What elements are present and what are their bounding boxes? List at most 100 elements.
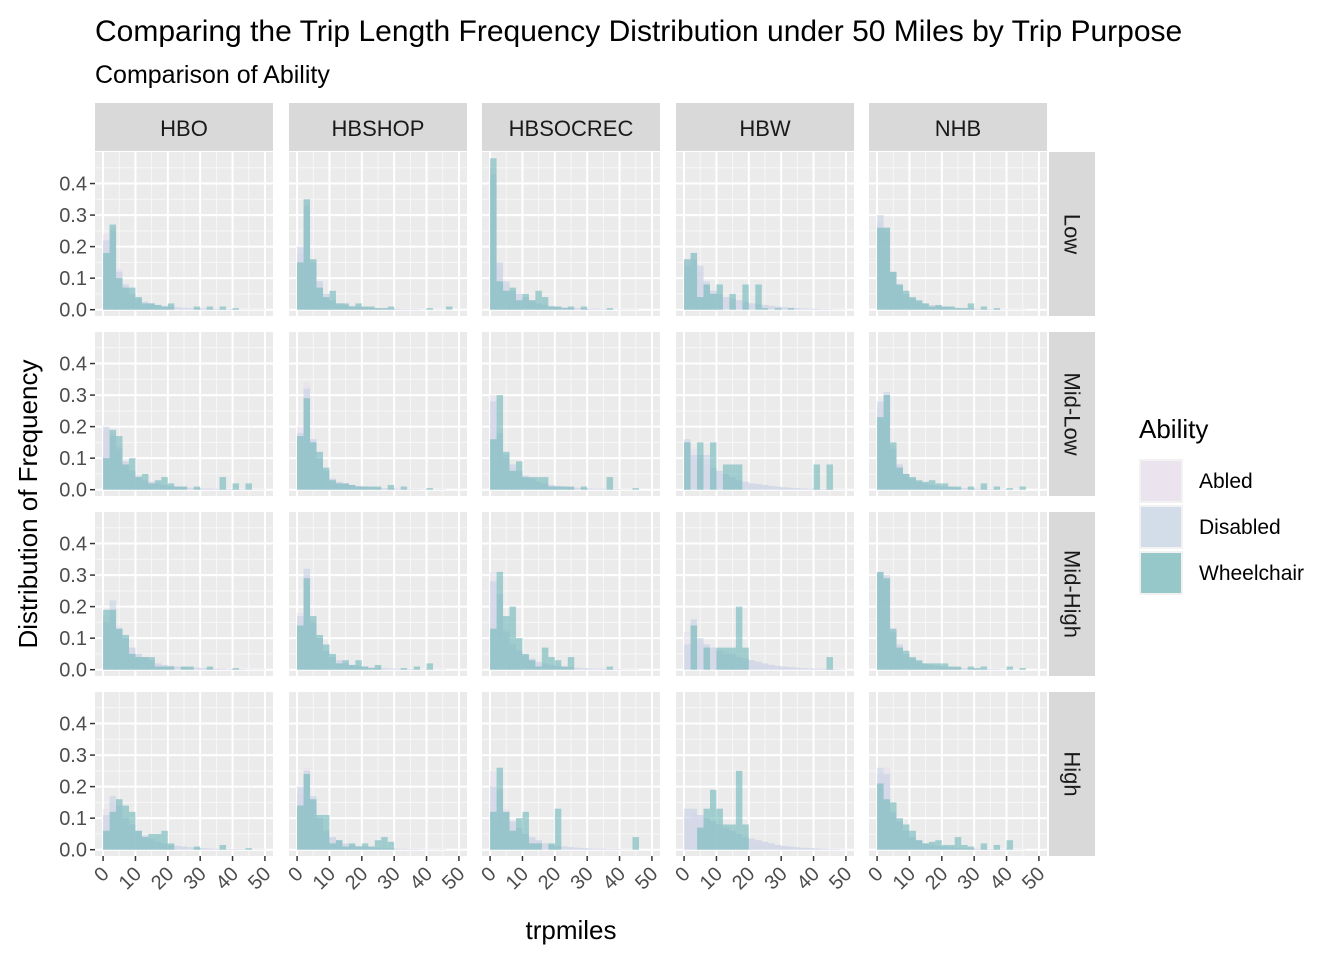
- bar-wheelchair: [709, 293, 717, 310]
- bar-wheelchair: [554, 306, 562, 310]
- bar-wheelchair: [890, 802, 897, 850]
- bar-disabled: [613, 849, 620, 850]
- bar-wheelchair: [122, 805, 129, 850]
- bar-wheelchair: [368, 486, 375, 490]
- bar-wheelchair: [348, 306, 356, 310]
- bar-wheelchair: [580, 486, 588, 490]
- bar-wheelchair: [109, 429, 117, 490]
- y-tick-label: 0.1: [59, 628, 87, 650]
- bar-wheelchair: [303, 774, 311, 850]
- legend-swatch-abled: [1141, 461, 1181, 501]
- bar-disabled: [761, 484, 769, 490]
- bar-disabled: [690, 808, 698, 850]
- bar-wheelchair: [154, 666, 162, 670]
- bar-wheelchair: [967, 666, 975, 670]
- bar-wheelchair: [387, 306, 395, 310]
- bar-wheelchair: [116, 436, 123, 490]
- bar-disabled: [800, 847, 808, 850]
- x-tick-label: 10: [309, 863, 340, 894]
- bar-disabled: [781, 487, 788, 490]
- bar-wheelchair: [297, 262, 304, 310]
- bar-wheelchair: [742, 824, 749, 850]
- bar-wheelchair: [180, 666, 188, 670]
- bar-wheelchair: [316, 287, 323, 310]
- bar-wheelchair: [297, 805, 304, 850]
- bar-wheelchair: [400, 486, 408, 490]
- bar-wheelchair: [322, 467, 330, 490]
- bar-disabled: [587, 488, 594, 490]
- bar-wheelchair: [335, 303, 343, 310]
- bar-wheelchair: [935, 663, 942, 670]
- bar-disabled: [742, 481, 749, 490]
- bar-disabled: [974, 308, 981, 310]
- bar-disabled: [413, 489, 421, 490]
- bar-wheelchair: [180, 486, 188, 490]
- facet-strip-low: [1049, 152, 1095, 316]
- bar-disabled: [761, 663, 769, 670]
- bar-wheelchair: [941, 844, 949, 850]
- bar-disabled: [800, 488, 808, 490]
- bar-wheelchair: [322, 815, 330, 850]
- bar-wheelchair: [548, 486, 555, 490]
- x-tick-label: 30: [179, 863, 210, 894]
- y-tick-label: 0.1: [59, 448, 87, 470]
- bar-disabled: [226, 309, 233, 310]
- bar-disabled: [748, 838, 756, 850]
- bar-disabled: [407, 849, 414, 850]
- x-tick-label: 10: [502, 863, 533, 894]
- bar-wheelchair: [561, 666, 568, 670]
- bar-wheelchair: [528, 843, 536, 850]
- bar-disabled: [813, 668, 821, 670]
- bar-disabled: [684, 644, 691, 670]
- bar-disabled: [807, 308, 814, 310]
- bar-disabled: [787, 487, 795, 490]
- bar-wheelchair: [890, 271, 897, 310]
- bar-wheelchair: [310, 259, 317, 310]
- x-tick-label: 30: [373, 863, 404, 894]
- bar-wheelchair: [490, 811, 497, 850]
- bar-disabled: [239, 489, 246, 490]
- bar-wheelchair: [561, 486, 568, 490]
- bar-wheelchair: [193, 306, 201, 310]
- bar-disabled: [974, 488, 981, 490]
- bar-disabled: [697, 638, 704, 670]
- bar-disabled: [781, 666, 788, 670]
- bar-wheelchair: [697, 442, 704, 490]
- bar-disabled: [213, 668, 220, 670]
- bar-disabled: [394, 488, 401, 490]
- x-axis-label: trpmiles: [525, 915, 616, 945]
- bar-wheelchair: [902, 824, 910, 850]
- bar-wheelchair: [348, 484, 356, 490]
- bar-wheelchair: [883, 578, 891, 670]
- bar-wheelchair: [709, 789, 717, 850]
- bar-disabled: [381, 488, 388, 490]
- bar-wheelchair: [316, 635, 323, 670]
- facet-strip-high: [1049, 692, 1095, 856]
- bar-wheelchair: [941, 306, 949, 310]
- bar-wheelchair: [729, 647, 736, 670]
- bar-disabled: [993, 669, 1001, 670]
- bar-wheelchair: [509, 606, 516, 670]
- bar-disabled: [200, 308, 207, 310]
- bar-wheelchair: [922, 303, 929, 310]
- legend: Ability Abled Disabled Wheelchair: [1139, 414, 1304, 595]
- bar-wheelchair: [722, 647, 730, 670]
- bar-wheelchair: [967, 303, 975, 310]
- bar-wheelchair: [941, 663, 949, 670]
- bar-wheelchair: [374, 840, 382, 850]
- bar-disabled: [826, 849, 833, 850]
- bar-wheelchair: [503, 811, 510, 850]
- bar-disabled: [593, 488, 601, 490]
- bar-wheelchair: [902, 473, 910, 490]
- bar-disabled: [774, 665, 782, 670]
- bar-wheelchair: [1019, 486, 1026, 490]
- bar-wheelchair: [355, 846, 362, 850]
- bar-wheelchair: [774, 308, 782, 310]
- bar-wheelchair: [193, 846, 201, 850]
- y-tick-label: 0.2: [59, 597, 87, 619]
- bar-disabled: [794, 667, 801, 670]
- facet-grid: HBO HBSHOP HBSOCREC HBW NHB Low Mid-Low Mid-Hig…: [59, 103, 1095, 894]
- bar-disabled: [593, 668, 601, 670]
- y-tick-label: 0.3: [59, 205, 87, 227]
- bar-wheelchair: [128, 811, 136, 850]
